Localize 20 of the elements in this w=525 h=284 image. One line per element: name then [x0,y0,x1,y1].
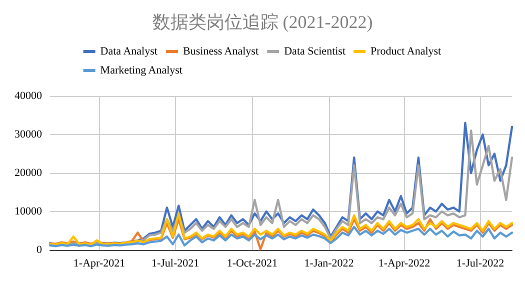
y-tick-label: 20000 [14,167,42,179]
line-series [48,212,514,246]
legend-label: Marketing Analyst [100,64,182,76]
chart-title: 数据类岗位追踪 (2021-2022) [152,12,373,32]
line-series [48,218,514,250]
x-tick-label: 1-Jul-2021 [151,258,200,270]
y-tick-label: 10000 [14,206,42,218]
x-tick-label: 1-Jul-2022 [456,258,504,270]
x-tick-label: 1-Jan-2022 [304,258,354,270]
line-series [48,226,514,248]
x-tick-label: 1-Oct-2021 [226,258,278,270]
legend-label: Data Analyst [100,46,158,58]
legend-label: Product Analyst [370,46,442,58]
x-tick-label: 1-Apr-2022 [378,258,430,270]
legend-label: Data Scientist [284,46,346,58]
y-tick-label: 0 [36,244,42,256]
x-tick-label: 1-Apr-2021 [73,258,126,270]
legend-label: Business Analyst [183,46,259,58]
y-tick-label: 40000 [14,90,42,102]
y-tick-label: 30000 [14,128,42,140]
